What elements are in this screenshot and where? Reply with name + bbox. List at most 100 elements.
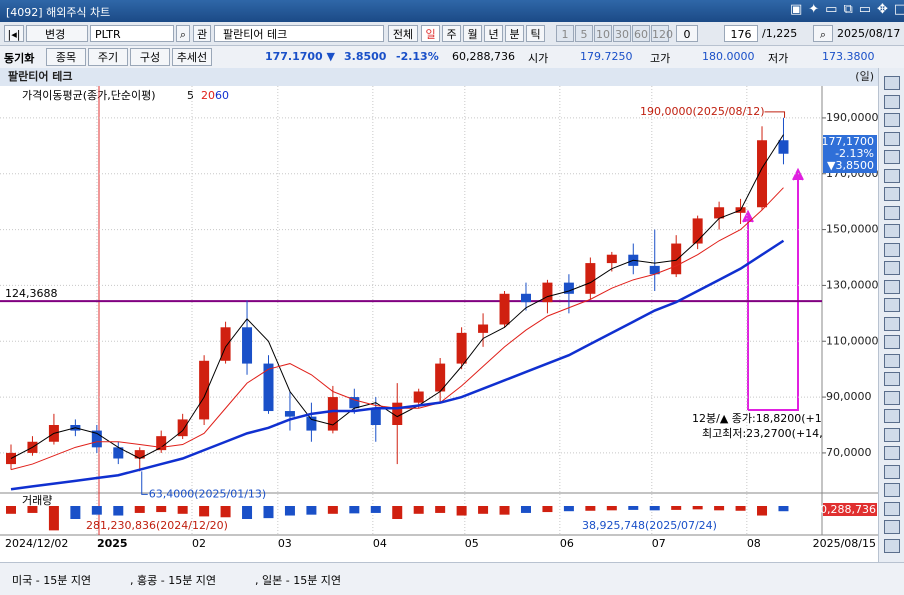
window-title: [4092] 해외주식 차트 <box>6 6 111 19</box>
tool-icon[interactable] <box>884 501 900 516</box>
x-tick-label: 07 <box>652 537 666 550</box>
y-tick-label: 150,0000 <box>826 223 878 236</box>
tool-icon[interactable] <box>884 372 900 386</box>
tool-icon[interactable] <box>884 316 900 331</box>
candle-body <box>134 450 145 459</box>
volume-bar <box>134 506 145 513</box>
date-field[interactable]: 2025/08/17 <box>837 27 901 40</box>
volume-title: 거래량 <box>22 494 52 507</box>
tool-icon[interactable] <box>884 242 900 257</box>
tool-icon[interactable] <box>884 279 900 294</box>
volume-bar <box>714 506 725 511</box>
volume-bar <box>542 506 553 513</box>
volume-last: 60,288,736 <box>813 503 876 516</box>
total-count: /1,225 <box>762 27 798 40</box>
minute-button[interactable]: 10 <box>594 25 612 42</box>
tool-icon[interactable] <box>884 113 900 127</box>
min-arrow <box>141 471 148 495</box>
last-price-text: -2.13% <box>835 147 874 160</box>
volume-bar <box>220 506 231 518</box>
tool-icon[interactable] <box>884 94 900 109</box>
volume-bar <box>70 506 81 519</box>
candle-body <box>284 411 295 417</box>
volume-bar <box>671 506 682 510</box>
tab-button[interactable]: 종목 <box>46 48 86 66</box>
candle-body <box>91 430 102 448</box>
tool-icon[interactable] <box>884 76 900 90</box>
tool-icon[interactable] <box>884 353 900 368</box>
sync-label[interactable]: 동기화 <box>4 52 35 65</box>
candle-body <box>113 447 124 459</box>
tool-icon[interactable] <box>884 520 900 534</box>
tool-icon[interactable] <box>884 390 900 405</box>
tool-icon[interactable] <box>884 409 900 423</box>
zero-field: 0 <box>676 25 698 42</box>
name-field: 팔란티어 테크 <box>214 25 384 42</box>
volume-bar <box>392 506 403 519</box>
change-button[interactable]: 변경 <box>26 25 88 42</box>
status-text: 미국 - 15분 지연 <box>12 574 92 587</box>
candle-body <box>649 265 660 275</box>
volume-bar <box>778 506 789 512</box>
window-controls[interactable]: ▣✦▭⧉▭✥□✕ <box>790 2 904 17</box>
volume-bar <box>456 506 467 516</box>
period-button[interactable]: 분 <box>505 25 524 42</box>
tab-button[interactable]: 구성 <box>130 48 170 66</box>
volume-bar <box>735 506 746 511</box>
minute-button[interactable]: 120 <box>651 25 673 42</box>
tool-icon[interactable] <box>884 427 900 442</box>
candle-body <box>156 436 167 451</box>
symbol-input[interactable]: PLTR <box>90 25 174 42</box>
count-field[interactable]: 176 <box>724 25 758 42</box>
tool-strip <box>878 68 904 562</box>
tool-icon[interactable] <box>884 187 900 201</box>
volume-bar <box>413 506 424 514</box>
tab-button[interactable]: 주기 <box>88 48 128 66</box>
tab-button[interactable]: 추세선 <box>172 48 212 66</box>
search-button[interactable]: ⌕ <box>176 25 190 42</box>
volume-bar <box>692 506 703 510</box>
tool-icon[interactable] <box>884 298 900 312</box>
candle-body <box>435 363 446 392</box>
tool-icon[interactable] <box>884 131 900 146</box>
period-button[interactable]: 년 <box>484 25 503 42</box>
minute-button[interactable]: 1 <box>556 25 574 42</box>
volume-bar <box>585 506 596 511</box>
tool-icon[interactable] <box>884 464 900 479</box>
candle-body <box>542 282 553 303</box>
min-note: 63,4000(2025/01/13) <box>149 487 266 500</box>
status-text: , 일본 - 15분 지연 <box>255 574 342 587</box>
tool-icon[interactable] <box>884 168 900 183</box>
zoom-button[interactable]: ⌕ <box>813 25 833 42</box>
candle-body <box>585 263 596 294</box>
max-note: 190,0000(2025/08/12) <box>640 105 764 118</box>
nav-button[interactable]: |◂| <box>4 25 24 42</box>
period-button[interactable]: 주 <box>442 25 461 42</box>
last-price-text: 177,1700 <box>822 135 875 148</box>
ma-line <box>10 239 785 491</box>
tool-icon[interactable] <box>884 261 900 275</box>
volume-min-label: 38,925,748(2025/07/24) <box>582 519 717 532</box>
measure-text: 12봉/▲ 종가:18,8200(+1 <box>692 412 822 425</box>
minute-button[interactable]: 60 <box>632 25 650 42</box>
volume-bar <box>563 506 574 512</box>
tool-icon[interactable] <box>884 335 900 349</box>
period-button[interactable]: 틱 <box>526 25 545 42</box>
x-tick-label: 04 <box>373 537 387 550</box>
tool-icon[interactable] <box>884 224 900 238</box>
minute-button[interactable]: 5 <box>575 25 593 42</box>
period-button[interactable]: 일 <box>421 25 440 42</box>
high-value: 180.0000 <box>702 50 755 63</box>
period-label: (일) <box>855 69 874 83</box>
tool-icon[interactable] <box>884 205 900 220</box>
tool-icon[interactable] <box>884 446 900 460</box>
all-button[interactable]: 전체 <box>388 25 418 42</box>
tool-icon[interactable] <box>884 150 900 164</box>
tool-icon[interactable] <box>884 538 900 553</box>
open-value: 179.7250 <box>580 50 633 63</box>
period-button[interactable]: 월 <box>463 25 482 42</box>
tool-icon[interactable] <box>884 483 900 497</box>
related-button[interactable]: 관 <box>193 25 211 42</box>
candle-body <box>757 140 768 208</box>
minute-button[interactable]: 30 <box>613 25 631 42</box>
